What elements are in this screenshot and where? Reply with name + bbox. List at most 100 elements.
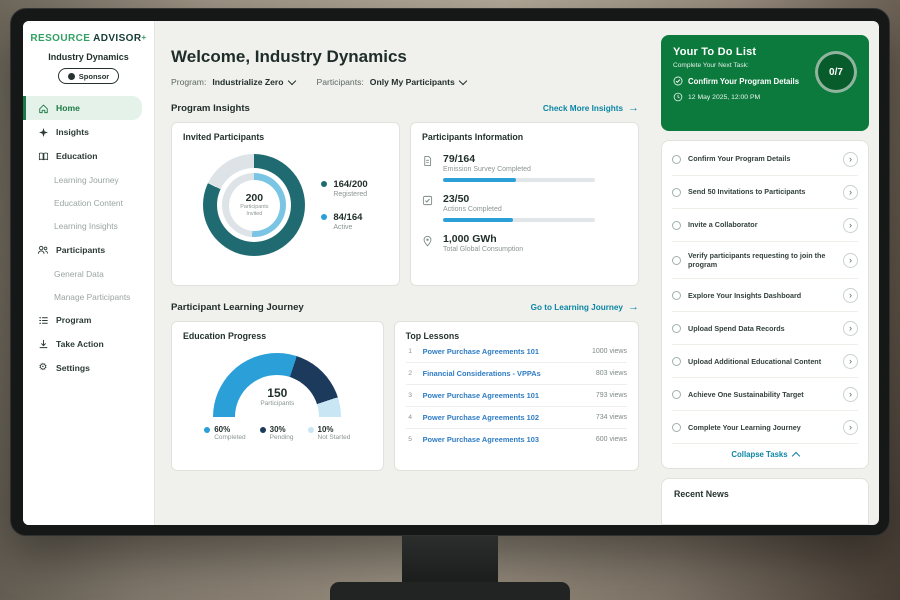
invited-donut-chart: 200 Participants Invited xyxy=(203,154,305,256)
location-pin-icon xyxy=(422,235,434,253)
legend-item: 84/164 Active xyxy=(321,212,367,231)
lesson-link[interactable]: Power Purchase Agreements 102 xyxy=(423,413,588,422)
task-item[interactable]: Invite a Collaborator › xyxy=(672,209,858,242)
top-lessons-card: Top Lessons 1 Power Purchase Agreements … xyxy=(394,321,639,471)
sidebar-item-insights[interactable]: Insights xyxy=(23,120,154,144)
sidebar-item-program[interactable]: Program xyxy=(23,308,154,332)
recent-news-title: Recent News xyxy=(674,489,856,499)
task-item[interactable]: Send 50 Invitations to Participants › xyxy=(672,176,858,209)
progress-bar xyxy=(443,178,595,182)
task-checkbox[interactable] xyxy=(672,324,681,333)
sidebar-item-education-content[interactable]: Education Content xyxy=(23,191,154,214)
task-open-chevron-icon[interactable]: › xyxy=(843,387,858,402)
task-open-chevron-icon[interactable]: › xyxy=(843,218,858,233)
sponsor-label: Sponsor xyxy=(79,72,109,81)
task-checkbox[interactable] xyxy=(672,423,681,432)
sidebar-item-manage-participants[interactable]: Manage Participants xyxy=(23,285,154,308)
chevron-up-icon xyxy=(791,452,799,460)
participants-information-card: Participants Information 79/164 Emission… xyxy=(410,122,639,286)
legend-dot xyxy=(308,427,314,433)
task-open-chevron-icon[interactable]: › xyxy=(843,152,858,167)
task-open-chevron-icon[interactable]: › xyxy=(843,185,858,200)
monitor-frame: RESOURCE ADVISOR+ Industry Dynamics Spon… xyxy=(10,8,890,536)
take-action-icon xyxy=(37,339,49,350)
main-content: Welcome, Industry Dynamics Program: Indu… xyxy=(155,21,655,525)
lesson-link[interactable]: Power Purchase Agreements 101 xyxy=(423,347,584,356)
task-item[interactable]: Upload Spend Data Records › xyxy=(672,312,858,345)
program-insights-header: Program Insights Check More Insights → xyxy=(171,103,639,114)
todo-summary-card: Your To Do List Complete Your Next Task:… xyxy=(661,35,869,131)
task-checkbox[interactable] xyxy=(672,291,681,300)
legend-item: 60%Completed xyxy=(204,425,245,441)
task-checkbox[interactable] xyxy=(672,256,681,265)
info-row: 23/50 Actions Completed xyxy=(422,193,627,222)
task-open-chevron-icon[interactable]: › xyxy=(843,253,858,268)
program-select[interactable]: Industrialize Zero xyxy=(212,77,294,87)
collapse-tasks-link[interactable]: Collapse Tasks xyxy=(725,449,804,460)
task-item[interactable]: Explore Your Insights Dashboard › xyxy=(672,279,858,312)
logo-resource: RESOURCE xyxy=(30,33,90,44)
filters-row: Program: Industrialize Zero Participants… xyxy=(171,77,639,87)
info-row: 1,000 GWh Total Global Consumption xyxy=(422,233,627,253)
logo-advisor: ADVISOR xyxy=(93,33,141,44)
gauge-legend: 60%Completed 30%Pending 10%Not Started xyxy=(183,425,372,441)
lesson-link[interactable]: Financial Considerations - VPPAs xyxy=(423,369,588,378)
sidebar-item-take-action[interactable]: Take Action xyxy=(23,332,154,356)
settings-gear-icon: ⚙ xyxy=(37,363,49,373)
sidebar-item-education[interactable]: Education xyxy=(23,144,154,168)
task-open-chevron-icon[interactable]: › xyxy=(843,288,858,303)
lesson-row: 2 Financial Considerations - VPPAs 803 v… xyxy=(406,363,627,385)
task-item[interactable]: Achieve One Sustainability Target › xyxy=(672,378,858,411)
lesson-row: 4 Power Purchase Agreements 102 734 view… xyxy=(406,407,627,429)
task-item[interactable]: Complete Your Learning Journey › xyxy=(672,411,858,444)
sidebar-item-learning-insights[interactable]: Learning Insights xyxy=(23,214,154,237)
sidebar-item-label: Settings xyxy=(56,363,90,373)
task-item[interactable]: Verify participants requesting to join t… xyxy=(672,242,858,279)
task-item[interactable]: Confirm Your Program Details › xyxy=(672,143,858,176)
lesson-row: 1 Power Purchase Agreements 101 1000 vie… xyxy=(406,341,627,363)
legend-item: 10%Not Started xyxy=(308,425,351,441)
task-checkbox[interactable] xyxy=(672,357,681,366)
sidebar-item-learning-journey[interactable]: Learning Journey xyxy=(23,168,154,191)
chevron-down-icon xyxy=(459,77,467,85)
survey-document-icon xyxy=(422,155,434,182)
education-icon xyxy=(37,151,49,162)
lesson-link[interactable]: Power Purchase Agreements 101 xyxy=(423,391,588,400)
progress-bar xyxy=(443,218,595,222)
go-to-learning-journey-link[interactable]: Go to Learning Journey → xyxy=(531,302,639,313)
legend-item: 30%Pending xyxy=(260,425,294,441)
info-row: 79/164 Emission Survey Completed xyxy=(422,153,627,182)
task-open-chevron-icon[interactable]: › xyxy=(843,354,858,369)
lesson-link[interactable]: Power Purchase Agreements 103 xyxy=(423,435,588,444)
legend-dot xyxy=(321,181,327,187)
desk-background: RESOURCE ADVISOR+ Industry Dynamics Spon… xyxy=(0,0,900,600)
sidebar-nav: Home Insights Education Learning Journey xyxy=(23,96,154,379)
section-title-learning-journey: Participant Learning Journey xyxy=(171,302,304,313)
task-checkbox[interactable] xyxy=(672,390,681,399)
lesson-row: 5 Power Purchase Agreements 103 600 view… xyxy=(406,429,627,450)
sidebar-item-home[interactable]: Home xyxy=(23,96,142,120)
task-item[interactable]: Upload Additional Educational Content › xyxy=(672,345,858,378)
sidebar-item-participants[interactable]: Participants xyxy=(23,237,154,262)
monitor-stand-neck xyxy=(402,536,498,586)
sponsor-badge[interactable]: Sponsor xyxy=(58,68,119,84)
sidebar-item-label: Education xyxy=(56,151,98,161)
app-logo: RESOURCE ADVISOR+ xyxy=(23,33,154,44)
program-select-value: Industrialize Zero xyxy=(212,77,283,87)
participants-select[interactable]: Only My Participants xyxy=(370,77,466,87)
program-list-icon xyxy=(37,315,49,326)
task-open-chevron-icon[interactable]: › xyxy=(843,420,858,435)
sidebar-item-general-data[interactable]: General Data xyxy=(23,262,154,285)
check-circle-icon xyxy=(673,76,683,86)
sidebar-item-settings[interactable]: ⚙ Settings xyxy=(23,356,154,379)
monitor-stand-base xyxy=(330,582,570,600)
task-checkbox[interactable] xyxy=(672,188,681,197)
task-checkbox[interactable] xyxy=(672,155,681,164)
arrow-right-icon: → xyxy=(628,103,639,114)
task-open-chevron-icon[interactable]: › xyxy=(843,321,858,336)
section-title-program-insights: Program Insights xyxy=(171,103,250,114)
check-more-insights-link[interactable]: Check More Insights → xyxy=(543,103,639,114)
next-task-due: 12 May 2025, 12:00 PM xyxy=(673,92,857,102)
sidebar: RESOURCE ADVISOR+ Industry Dynamics Spon… xyxy=(23,21,155,525)
task-checkbox[interactable] xyxy=(672,221,681,230)
